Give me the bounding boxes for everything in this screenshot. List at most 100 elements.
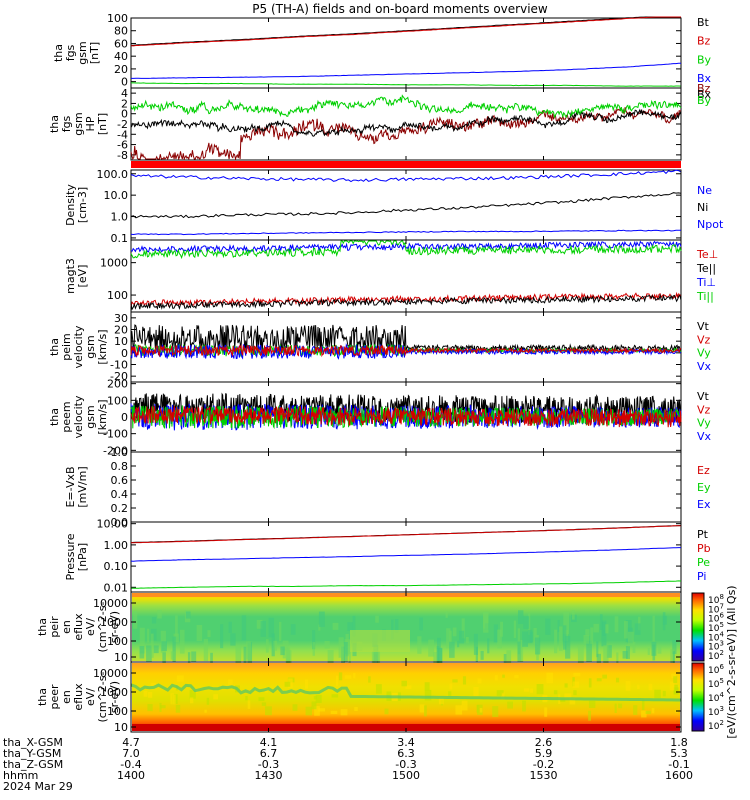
series-line [131, 525, 682, 544]
xaxis-value: 2.6 [535, 736, 553, 749]
xaxis-row-label: tha_Z-GSM [3, 758, 63, 771]
xaxis-value: 5.3 [670, 747, 688, 760]
colorbar-tick: 103 [708, 705, 724, 718]
ylabel-line: eV/ [84, 618, 97, 636]
ytick-label: 0.8 [111, 460, 129, 473]
ylabel-line: gsm [76, 41, 89, 64]
xaxis-value: -0.2 [533, 758, 554, 771]
ytick-label: 0.6 [111, 474, 129, 487]
legend-label: Pb [697, 542, 711, 555]
ytick-label: 20 [114, 63, 128, 76]
series-line [130, 229, 682, 236]
ylabel-line: eflux [72, 683, 85, 711]
legend-label: By [697, 94, 712, 107]
xaxis-value: 4.1 [260, 736, 278, 749]
ytick-label: 10 [114, 651, 128, 664]
series-line [130, 547, 681, 562]
legend-label: Vz [697, 403, 711, 416]
ytick-label: 100 [107, 289, 128, 302]
ytick-label: 0 [121, 108, 128, 121]
ylabel-line: [nT] [96, 113, 109, 135]
ylabel-line: eflux [72, 613, 85, 641]
legend-label: Npot [697, 218, 724, 231]
ytick-label: 0.0 [111, 516, 129, 529]
ytick-label: 10.0 [104, 189, 129, 202]
ylabel-line: (cm^2-s- [96, 602, 109, 653]
ylabel-line: HP [84, 116, 97, 131]
legend-label: Vx [697, 360, 712, 373]
legend-label: Te|| [696, 262, 716, 275]
ylabel-line: [nT] [88, 42, 101, 64]
ylabel-line: Pressure [64, 533, 77, 580]
legend-label: Ti⊥ [696, 276, 716, 289]
xaxis-value: -0.3 [395, 758, 416, 771]
panel-frame [130, 451, 682, 523]
ytick-label: -100 [103, 428, 128, 441]
ytick-label: 100 [107, 12, 128, 25]
mode-bar [131, 161, 681, 168]
ytick-label: -200 [103, 444, 128, 457]
ylabel-line: gsm [72, 112, 85, 135]
xaxis-value: 4.7 [122, 736, 140, 749]
ylabel-line: [mV/m] [76, 466, 89, 507]
series-line [130, 293, 682, 311]
ylabel-line: velocity [72, 395, 85, 438]
ylabel-line: en [60, 620, 73, 634]
ytick-label: 1.0 [111, 211, 129, 224]
ytick-label: 60 [114, 37, 128, 50]
ylabel-line: (cm^2-s- [96, 672, 109, 723]
ylabel-line: magt3 [64, 258, 77, 294]
colorbar-label: [eV/(cm^2-s-sr-eV)] (All Qs) [725, 585, 738, 738]
ytick-label: 30 [114, 312, 128, 325]
legend-label: Vx [697, 430, 712, 443]
ytick-label: 80 [114, 25, 128, 38]
series-line [130, 192, 682, 219]
xaxis-value: 1530 [530, 769, 558, 782]
ytick-label: 1.0 [111, 446, 129, 459]
spectrogram [130, 591, 682, 678]
ylabel-line: E=-VxB [64, 466, 77, 507]
ytick-label: -8 [117, 149, 128, 162]
series-line [130, 405, 682, 428]
xaxis-row-label: tha_Y-GSM [3, 747, 61, 760]
xaxis-value: 7.0 [122, 747, 140, 760]
legend-label: Ex [697, 498, 711, 511]
legend-label: Vz [697, 333, 711, 346]
ytick-label: 10 [114, 335, 128, 348]
ytick-label: 0.1 [111, 232, 129, 245]
legend-label: Bx [697, 88, 712, 101]
ylabel-line: en [60, 690, 73, 704]
ylabel-line: tha [48, 115, 61, 133]
series-line [130, 404, 682, 430]
xaxis-value: 6.7 [260, 747, 278, 760]
ytick-label: 1000 [100, 616, 128, 629]
ylabel-line: peer [48, 684, 61, 710]
ylabel-line: fgs [60, 115, 73, 132]
ylabel-line: eV/ [84, 688, 97, 706]
series-line [130, 580, 682, 589]
ylabel-line: gsm [84, 335, 97, 358]
ylabel-line: velocity [72, 325, 85, 368]
xaxis-value: 1.8 [670, 736, 688, 749]
xaxis-value: 1400 [117, 769, 145, 782]
ylabel-line: fgs [64, 44, 77, 61]
legend-label: Ey [697, 481, 711, 494]
ytick-label: 4 [121, 87, 128, 100]
ytick-label: 100 [107, 705, 128, 718]
ylabel-line: peem [60, 401, 73, 432]
colorbar-tick: 105 [708, 677, 724, 690]
ylabel-line: tha [36, 688, 49, 706]
legend-label: Vt [697, 320, 710, 333]
series-line [130, 240, 682, 260]
xaxis-value: 3.4 [397, 736, 415, 749]
colorbar-tick: 102 [708, 719, 724, 732]
xaxis-value: 1500 [392, 769, 420, 782]
ytick-label: 1000 [100, 257, 128, 270]
ytick-label: 0.01 [104, 581, 129, 594]
ylabel-line: tha [48, 338, 61, 356]
legend-label: Ne [697, 184, 712, 197]
ylabel-line: tha [48, 408, 61, 426]
series-line [130, 107, 682, 161]
ytick-label: 0.10 [104, 560, 129, 573]
